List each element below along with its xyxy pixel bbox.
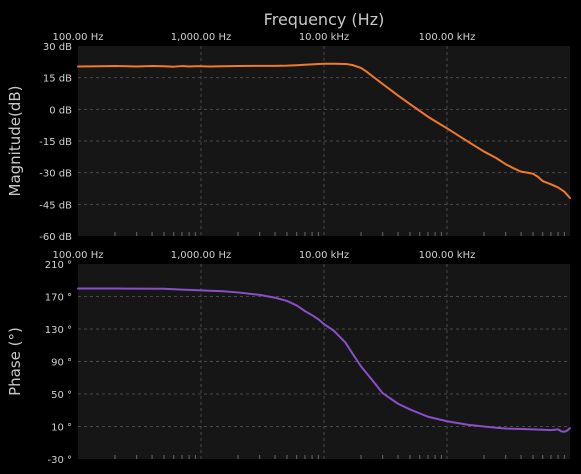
phase-series-line — [77, 287, 571, 433]
phase-xtick-label: 100.00 kHz — [419, 250, 476, 261]
phase-xtick-label: 10.00 kHz — [299, 250, 349, 261]
phase-xtick-label: 1,000.00 Hz — [171, 250, 231, 261]
phase-ytick-label: 10 ° — [51, 423, 72, 434]
magnitude-ytick-label: 15 dB — [43, 74, 72, 85]
magnitude-panel: 30 dB 15 dB 0 dB -15 dB -30 dB -45 dB -60 dB 10… — [6, 32, 571, 243]
chart-title: Frequency (Hz) — [264, 10, 385, 29]
magnitude-series-line — [77, 62, 571, 199]
magnitude-ytick-label: -45 dB — [39, 200, 72, 211]
phase-ytick-label: 90 ° — [51, 358, 72, 369]
phase-ytick-label: 50 ° — [51, 390, 72, 401]
phase-panel: 210 ° 170 ° 130 ° 90 ° 50 ° 10 ° -30 ° 100.00 H… — [6, 250, 571, 466]
magnitude-ytick-label: -60 dB — [39, 232, 72, 243]
magnitude-ytick-label: -30 dB — [39, 169, 72, 180]
magnitude-xtick-label: 100.00 Hz — [53, 32, 104, 43]
magnitude-ytick-label: 0 dB — [49, 105, 72, 116]
magnitude-ytick-label: -15 dB — [39, 137, 72, 148]
magnitude-ylabel: Magnitude(dB) — [6, 86, 24, 197]
phase-ylabel: Phase (°) — [6, 327, 24, 396]
magnitude-ytick-label: 30 dB — [43, 42, 72, 53]
magnitude-xtick-label: 100.00 kHz — [419, 32, 476, 43]
phase-ytick-label: -30 ° — [47, 455, 72, 466]
phase-ytick-label: 210 ° — [45, 260, 72, 271]
phase-xtick-label: 100.00 Hz — [53, 250, 104, 261]
magnitude-xtick-label: 10.00 kHz — [299, 32, 349, 43]
magnitude-xtick-label: 1,000.00 Hz — [171, 32, 231, 43]
phase-ytick-label: 170 ° — [45, 293, 72, 304]
phase-ytick-label: 130 ° — [45, 325, 72, 336]
